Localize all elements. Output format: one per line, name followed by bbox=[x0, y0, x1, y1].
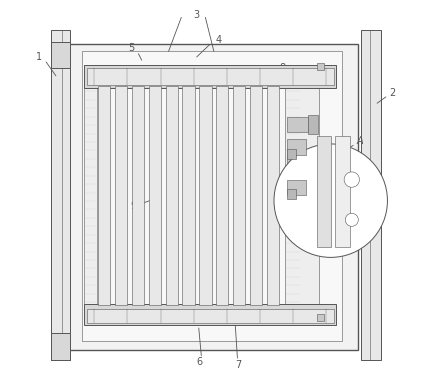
Bar bbox=[216, 86, 229, 305]
Bar bbox=[317, 314, 324, 322]
Bar bbox=[267, 86, 279, 305]
Bar bbox=[199, 86, 212, 305]
Text: 8: 8 bbox=[280, 63, 286, 73]
Bar bbox=[51, 42, 70, 68]
Text: 9: 9 bbox=[130, 201, 136, 212]
Bar bbox=[51, 333, 70, 360]
Bar bbox=[98, 86, 110, 305]
Text: A: A bbox=[357, 136, 364, 146]
Bar bbox=[82, 51, 342, 340]
Text: 7: 7 bbox=[235, 360, 241, 370]
Bar bbox=[287, 149, 296, 159]
Bar bbox=[68, 44, 358, 350]
Bar bbox=[287, 156, 308, 170]
Text: 2: 2 bbox=[390, 88, 396, 98]
Text: 12: 12 bbox=[362, 183, 374, 193]
Bar bbox=[361, 30, 381, 360]
Bar bbox=[287, 117, 308, 132]
Bar bbox=[86, 309, 334, 323]
Circle shape bbox=[297, 162, 299, 164]
Bar bbox=[287, 189, 296, 199]
Text: 1: 1 bbox=[35, 52, 42, 62]
Bar bbox=[84, 64, 337, 88]
Text: 6: 6 bbox=[197, 357, 203, 367]
Bar bbox=[233, 86, 245, 305]
Bar bbox=[132, 86, 144, 305]
Circle shape bbox=[344, 172, 359, 187]
Bar bbox=[84, 86, 97, 306]
Bar bbox=[308, 154, 319, 172]
Bar bbox=[183, 86, 194, 305]
Bar bbox=[308, 115, 319, 134]
Bar bbox=[287, 139, 306, 155]
Bar bbox=[166, 86, 178, 305]
Bar bbox=[317, 63, 324, 70]
Bar bbox=[51, 30, 70, 360]
Bar bbox=[86, 68, 334, 85]
Bar bbox=[84, 304, 337, 325]
Bar bbox=[250, 86, 262, 305]
Text: 5: 5 bbox=[128, 43, 135, 53]
Bar bbox=[287, 179, 306, 195]
Circle shape bbox=[295, 159, 302, 166]
Bar bbox=[335, 135, 350, 247]
Bar bbox=[308, 194, 319, 212]
Bar bbox=[149, 86, 161, 305]
Bar bbox=[285, 86, 319, 306]
Text: 3: 3 bbox=[194, 10, 200, 20]
Bar bbox=[317, 135, 331, 247]
Bar bbox=[115, 86, 127, 305]
Bar bbox=[287, 196, 308, 210]
Text: 4: 4 bbox=[216, 35, 222, 45]
Circle shape bbox=[345, 213, 358, 226]
Circle shape bbox=[274, 144, 388, 257]
